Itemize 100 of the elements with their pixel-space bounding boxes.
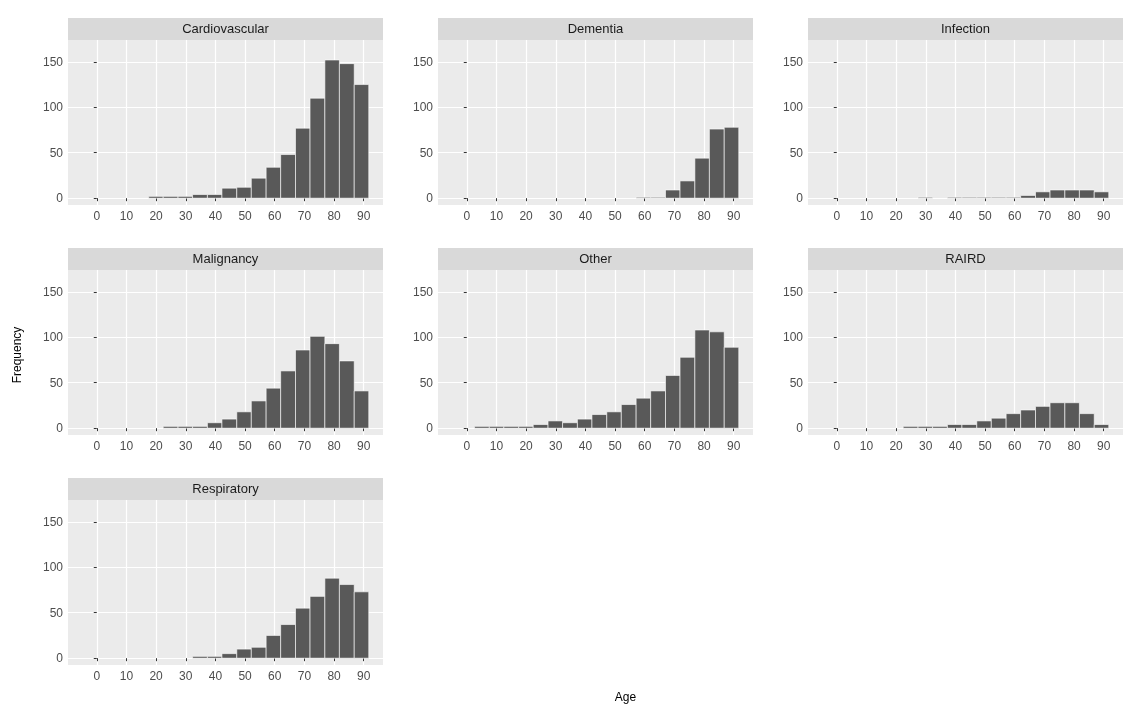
x-tick-label: 10 <box>119 439 134 453</box>
y-tick-label: 100 <box>412 100 434 115</box>
x-tick-label: 90 <box>1097 439 1111 453</box>
x-tick-label: 10 <box>489 209 504 223</box>
x-tick-label: 30 <box>549 439 563 453</box>
y-tick-label: 150 <box>42 284 64 299</box>
x-tick-label: 70 <box>667 439 682 453</box>
x-tick-label: 40 <box>208 439 223 453</box>
y-tick-label: 100 <box>42 100 64 115</box>
x-tick-label: 50 <box>978 209 993 223</box>
x-tick-label: 40 <box>948 439 963 453</box>
x-tick-label: 10 <box>489 439 504 453</box>
chart-title: Malignancy <box>68 248 383 270</box>
y-tick-label: 0 <box>56 651 64 666</box>
y-tick-label: 50 <box>49 145 64 160</box>
y-axis-title: Frequency <box>10 326 24 384</box>
y-tick-label: 100 <box>782 330 804 345</box>
x-tick-label: 70 <box>667 209 682 223</box>
x-tick-label: 80 <box>1067 439 1082 453</box>
x-tick-label: 10 <box>859 209 874 223</box>
x-tick-label: 0 <box>93 439 101 453</box>
y-tick-label: 100 <box>412 330 434 345</box>
y-tick-label: 100 <box>42 560 64 575</box>
x-tick-label: 40 <box>578 439 593 453</box>
x-tick-label: 30 <box>179 209 193 223</box>
x-tick-label: 60 <box>1008 439 1022 453</box>
x-tick-label: 10 <box>119 209 134 223</box>
x-tick-label: 70 <box>1037 209 1052 223</box>
x-tick-label: 20 <box>889 209 904 223</box>
y-tick-label: 100 <box>782 100 804 115</box>
chart-title: Respiratory <box>68 478 383 500</box>
x-tick-label: 80 <box>327 209 342 223</box>
x-tick-label: 50 <box>238 209 253 223</box>
x-tick-label: 50 <box>608 209 623 223</box>
x-tick-label: 0 <box>463 439 471 453</box>
x-tick-label: 20 <box>149 669 164 683</box>
x-tick-label: 60 <box>268 669 282 683</box>
x-tick-label: 90 <box>727 439 741 453</box>
y-tick-label: 150 <box>42 514 64 529</box>
y-tick-label: 50 <box>789 145 804 160</box>
x-tick-label: 40 <box>578 209 593 223</box>
y-tick-label: 50 <box>419 145 434 160</box>
x-tick-label: 90 <box>727 209 741 223</box>
x-tick-label: 80 <box>327 439 342 453</box>
x-tick-label: 40 <box>208 669 223 683</box>
y-tick-label: 0 <box>56 421 64 436</box>
x-tick-label: 40 <box>208 209 223 223</box>
x-tick-label: 0 <box>93 669 101 683</box>
y-tick-label: 50 <box>419 375 434 390</box>
x-tick-label: 90 <box>1097 209 1111 223</box>
y-tick-label: 150 <box>412 284 434 299</box>
x-tick-label: 20 <box>519 209 534 223</box>
x-tick-label: 0 <box>833 209 841 223</box>
x-tick-label: 0 <box>463 209 471 223</box>
y-tick-label: 0 <box>796 191 804 206</box>
x-tick-label: 20 <box>889 439 904 453</box>
x-tick-label: 20 <box>149 209 164 223</box>
y-tick-label: 50 <box>789 375 804 390</box>
y-tick-label: 0 <box>56 191 64 206</box>
x-tick-label: 50 <box>978 439 993 453</box>
x-tick-label: 70 <box>297 439 312 453</box>
x-tick-label: 10 <box>119 669 134 683</box>
x-tick-label: 30 <box>919 439 933 453</box>
x-tick-label: 30 <box>179 669 193 683</box>
x-tick-label: 60 <box>638 439 652 453</box>
y-tick-label: 0 <box>426 191 434 206</box>
x-axis-title: Age <box>613 690 638 704</box>
x-tick-label: 0 <box>93 209 101 223</box>
x-tick-label: 40 <box>948 209 963 223</box>
x-tick-label: 50 <box>238 439 253 453</box>
x-tick-label: 80 <box>1067 209 1082 223</box>
chart-title: Infection <box>808 18 1123 40</box>
x-tick-label: 60 <box>268 209 282 223</box>
x-tick-label: 80 <box>697 209 712 223</box>
chart-title: Cardiovascular <box>68 18 383 40</box>
x-tick-label: 90 <box>357 209 371 223</box>
x-tick-label: 60 <box>268 439 282 453</box>
chart-title: Dementia <box>438 18 753 40</box>
y-tick-label: 150 <box>782 284 804 299</box>
y-tick-label: 0 <box>426 421 434 436</box>
x-tick-label: 0 <box>833 439 841 453</box>
x-tick-label: 80 <box>327 669 342 683</box>
y-tick-label: 100 <box>42 330 64 345</box>
x-tick-label: 10 <box>859 439 874 453</box>
x-tick-label: 60 <box>1008 209 1022 223</box>
x-tick-label: 90 <box>357 439 371 453</box>
y-tick-label: 150 <box>42 54 64 69</box>
y-tick-label: 50 <box>49 605 64 620</box>
y-tick-label: 150 <box>782 54 804 69</box>
chart-title: Other <box>438 248 753 270</box>
x-tick-label: 50 <box>238 669 253 683</box>
x-tick-label: 80 <box>697 439 712 453</box>
y-tick-label: 150 <box>412 54 434 69</box>
y-tick-label: 50 <box>49 375 64 390</box>
x-tick-label: 30 <box>179 439 193 453</box>
x-tick-label: 70 <box>297 209 312 223</box>
x-tick-label: 30 <box>549 209 563 223</box>
x-tick-label: 60 <box>638 209 652 223</box>
x-tick-label: 90 <box>357 669 371 683</box>
x-tick-label: 20 <box>519 439 534 453</box>
